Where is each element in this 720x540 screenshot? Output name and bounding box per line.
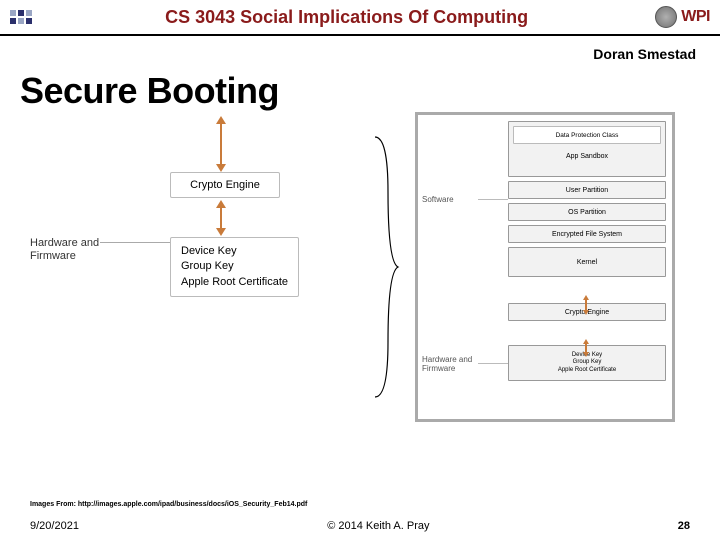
key-group: Group Key	[181, 259, 288, 274]
user-partition-box: User Partition	[508, 181, 666, 199]
hw-fw-label: Hardware and Firmware	[422, 355, 472, 373]
sandbox-container: Data Protection Class App Sandbox	[508, 121, 666, 177]
key-root: Apple Root Certificate	[181, 275, 288, 290]
hw-connector	[100, 242, 170, 243]
app-sandbox-label: App Sandbox	[513, 147, 661, 160]
os-partition-box: OS Partition	[508, 203, 666, 221]
footer-date: 9/20/2021	[30, 520, 79, 532]
footer: 9/20/2021 © 2014 Keith A. Pray 28	[0, 520, 720, 532]
hw-line2: Firmware	[30, 250, 76, 262]
mini-arrow-1	[583, 295, 589, 315]
kernel-box: Kernel	[508, 247, 666, 277]
image-citation: Images From: http://images.apple.com/ipa…	[30, 501, 307, 508]
right-diagram: Software Hardware and Firmware Data Prot…	[415, 112, 675, 422]
presenter-name: Doran Smestad	[0, 36, 720, 62]
brace-icon	[370, 132, 400, 402]
arrow-mid	[215, 200, 227, 236]
slide-title: Secure Booting	[0, 62, 720, 112]
data-protection-box: Data Protection Class	[513, 126, 661, 144]
header-decor	[10, 10, 32, 24]
content-area: Crypto Engine Hardware and Firmware Devi…	[0, 112, 720, 432]
encrypted-fs-box: Encrypted File System	[508, 225, 666, 243]
course-title: CS 3043 Social Implications Of Computing	[38, 7, 655, 28]
key-device: Device Key	[181, 244, 288, 259]
footer-copyright: © 2014 Keith A. Pray	[327, 520, 429, 532]
footer-page: 28	[678, 520, 690, 532]
hw-firmware-label: Hardware and Firmware	[30, 237, 99, 263]
right-stack: Data Protection Class App Sandbox User P…	[508, 121, 666, 413]
arrow-top	[215, 116, 227, 172]
hw-connector-right	[478, 363, 508, 364]
seal-icon	[655, 6, 677, 28]
keys-box: Device Key Group Key Apple Root Certific…	[170, 237, 299, 297]
institution-badge: WPI	[655, 6, 710, 28]
hw-line1: Hardware and	[30, 237, 99, 249]
header-bar: CS 3043 Social Implications Of Computing…	[0, 0, 720, 36]
curly-brace	[370, 132, 400, 402]
mini-arrow-2	[583, 339, 589, 357]
software-label: Software	[422, 195, 454, 204]
software-connector	[478, 199, 508, 200]
institution-text: WPI	[681, 8, 710, 26]
crypto-engine-box: Crypto Engine	[170, 172, 280, 198]
